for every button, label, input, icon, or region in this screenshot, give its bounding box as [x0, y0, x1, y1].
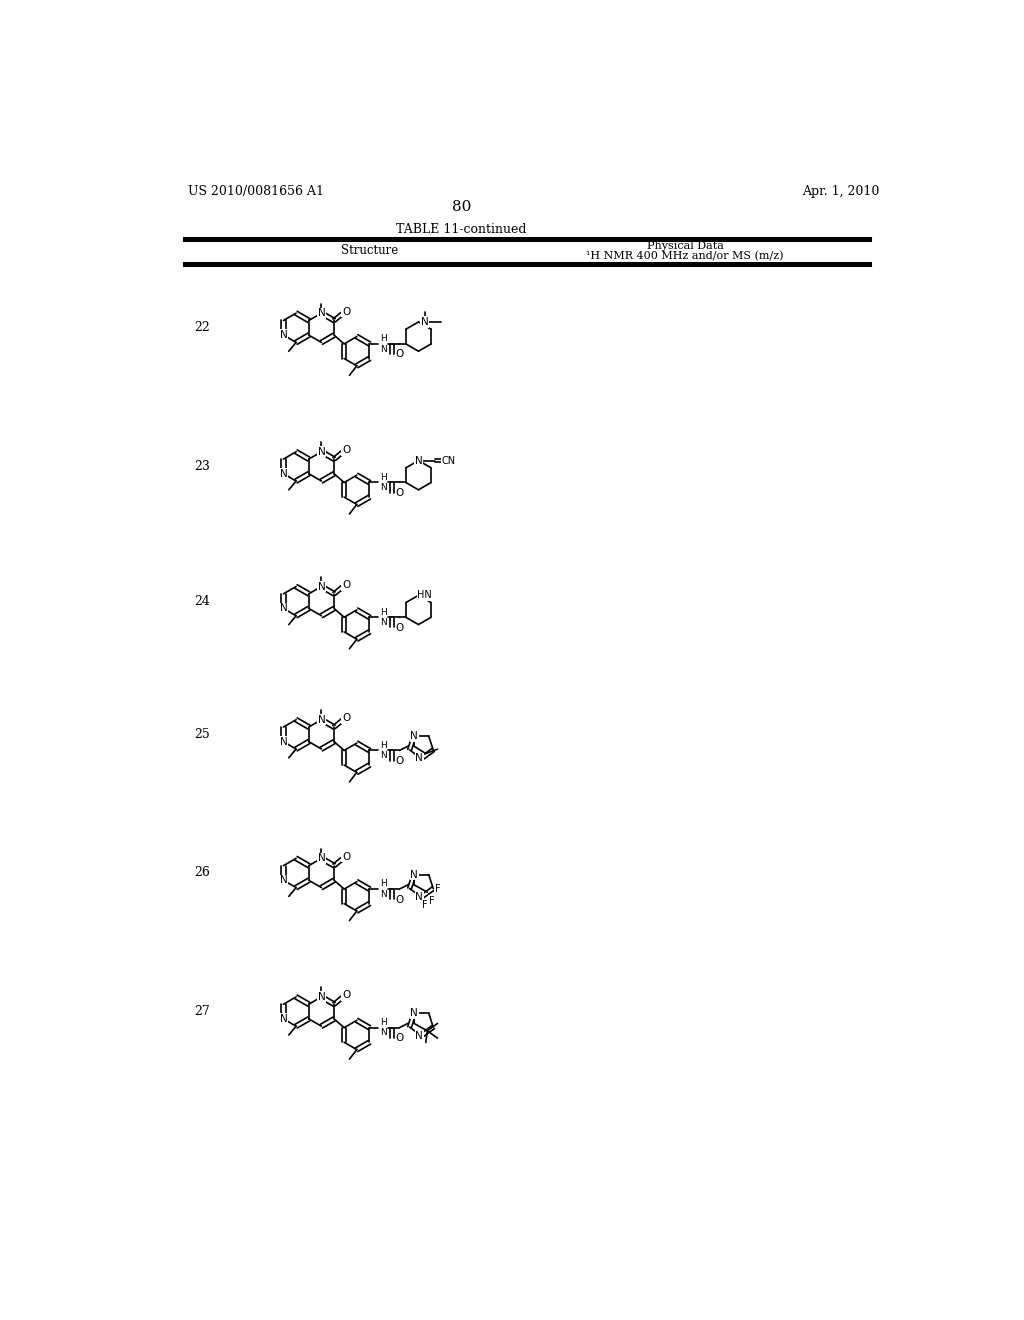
- Text: H
N: H N: [380, 473, 387, 492]
- Text: N: N: [411, 731, 418, 741]
- Text: N: N: [317, 582, 326, 591]
- Text: H
N: H N: [380, 607, 387, 627]
- Text: 27: 27: [194, 1005, 210, 1018]
- Text: Structure: Structure: [341, 243, 398, 256]
- Text: N: N: [280, 469, 288, 479]
- Text: TABLE 11-continued: TABLE 11-continued: [396, 223, 527, 236]
- Text: N: N: [415, 455, 422, 466]
- Text: N: N: [317, 446, 326, 457]
- Text: N: N: [317, 853, 326, 863]
- Text: US 2010/0081656 A1: US 2010/0081656 A1: [188, 185, 325, 198]
- Text: H
N: H N: [380, 741, 387, 760]
- Text: 25: 25: [194, 727, 210, 741]
- Text: F: F: [422, 900, 427, 911]
- Text: O: O: [395, 895, 403, 904]
- Text: O: O: [395, 488, 403, 498]
- Text: F: F: [435, 884, 440, 894]
- Text: 22: 22: [194, 321, 210, 334]
- Text: O: O: [342, 579, 350, 590]
- Text: H
N: H N: [380, 879, 387, 899]
- Text: O: O: [342, 851, 350, 862]
- Text: O: O: [395, 756, 403, 766]
- Text: H
N: H N: [380, 1018, 387, 1038]
- Text: Apr. 1, 2010: Apr. 1, 2010: [802, 185, 880, 198]
- Text: ¹H NMR 400 MHz and/or MS (m/z): ¹H NMR 400 MHz and/or MS (m/z): [586, 251, 783, 261]
- Text: O: O: [342, 306, 350, 317]
- Text: N: N: [421, 317, 428, 327]
- Text: O: O: [395, 350, 403, 359]
- Text: O: O: [395, 1034, 403, 1043]
- Text: N: N: [411, 870, 418, 879]
- Text: O: O: [342, 713, 350, 723]
- Text: N: N: [317, 308, 326, 318]
- Text: 24: 24: [194, 594, 210, 607]
- Text: CN: CN: [441, 455, 456, 466]
- Text: 80: 80: [452, 199, 471, 214]
- Text: Physical Data: Physical Data: [646, 242, 723, 251]
- Text: N: N: [280, 875, 288, 886]
- Text: N: N: [280, 1014, 288, 1024]
- Text: N: N: [411, 1008, 418, 1018]
- Text: N: N: [415, 892, 423, 902]
- Text: H
N: H N: [380, 334, 387, 354]
- Text: 23: 23: [194, 459, 210, 473]
- Text: HN: HN: [417, 590, 432, 601]
- Text: N: N: [280, 330, 288, 341]
- Text: N: N: [317, 991, 326, 1002]
- Text: N: N: [415, 754, 423, 763]
- Text: N: N: [280, 603, 288, 614]
- Text: 26: 26: [194, 866, 210, 879]
- Text: N: N: [317, 714, 326, 725]
- Text: N: N: [415, 1031, 423, 1040]
- Text: O: O: [342, 990, 350, 1001]
- Text: N: N: [280, 737, 288, 747]
- Text: O: O: [342, 445, 350, 455]
- Text: O: O: [395, 623, 403, 632]
- Text: F: F: [429, 896, 434, 906]
